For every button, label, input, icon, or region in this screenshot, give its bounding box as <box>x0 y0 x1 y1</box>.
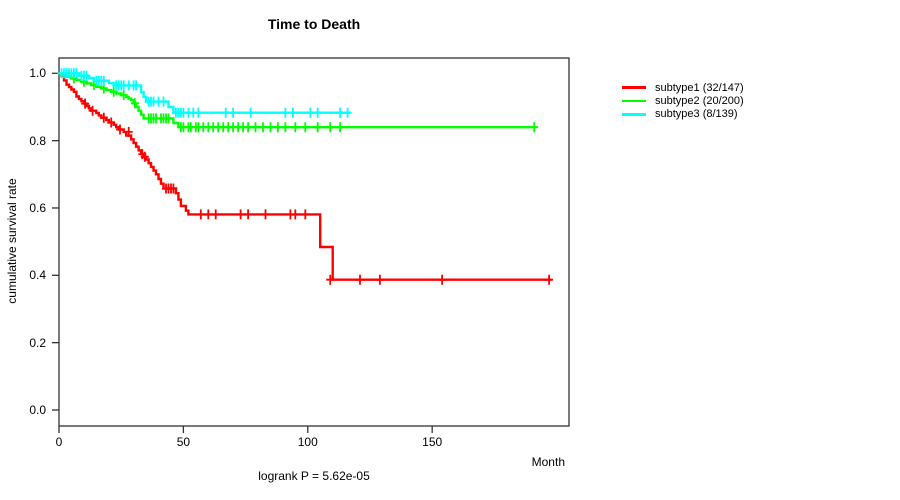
censor-marks-subtype2 <box>69 73 539 133</box>
legend-label: subtype2 (20/200) <box>655 95 744 108</box>
plot-border <box>58 57 570 427</box>
x-tick-label: 100 <box>297 435 318 449</box>
x-axis-label: Month <box>531 455 565 469</box>
legend-item-subtype2: subtype2 (20/200) <box>622 94 744 107</box>
y-tick-label: 0.4 <box>29 268 46 283</box>
x-tick-label: 0 <box>55 435 63 449</box>
legend-label: subtype1 (32/147) <box>655 81 744 94</box>
legend-label: subtype3 (8/139) <box>655 108 738 121</box>
legend: subtype1 (32/147) subtype2 (20/200) subtyp… <box>622 81 744 121</box>
logrank-annotation: logrank P = 5.62e-05 <box>258 469 370 483</box>
legend-item-subtype3: subtype3 (8/139) <box>622 108 744 121</box>
y-tick-label: 0.0 <box>29 403 46 417</box>
legend-line-swatch <box>622 86 646 89</box>
censor-marks-subtype3 <box>57 68 352 118</box>
legend-line-swatch <box>622 99 646 103</box>
survival-curve-subtype3 <box>59 72 351 114</box>
legend-item-subtype1: subtype1 (32/147) <box>622 81 744 94</box>
chart-title: Time to Death <box>267 16 361 32</box>
legend-line-swatch <box>622 113 646 116</box>
y-tick-label: 0.8 <box>29 133 46 148</box>
x-tick-label: 50 <box>176 435 191 449</box>
y-tick-label: 0.2 <box>29 335 46 350</box>
censor-marks-subtype1 <box>81 98 554 285</box>
x-tick-label: 150 <box>422 435 443 449</box>
y-tick-label: 1.0 <box>29 66 46 81</box>
survival-curve-subtype2 <box>59 72 535 129</box>
y-tick-label: 0.6 <box>29 200 46 215</box>
